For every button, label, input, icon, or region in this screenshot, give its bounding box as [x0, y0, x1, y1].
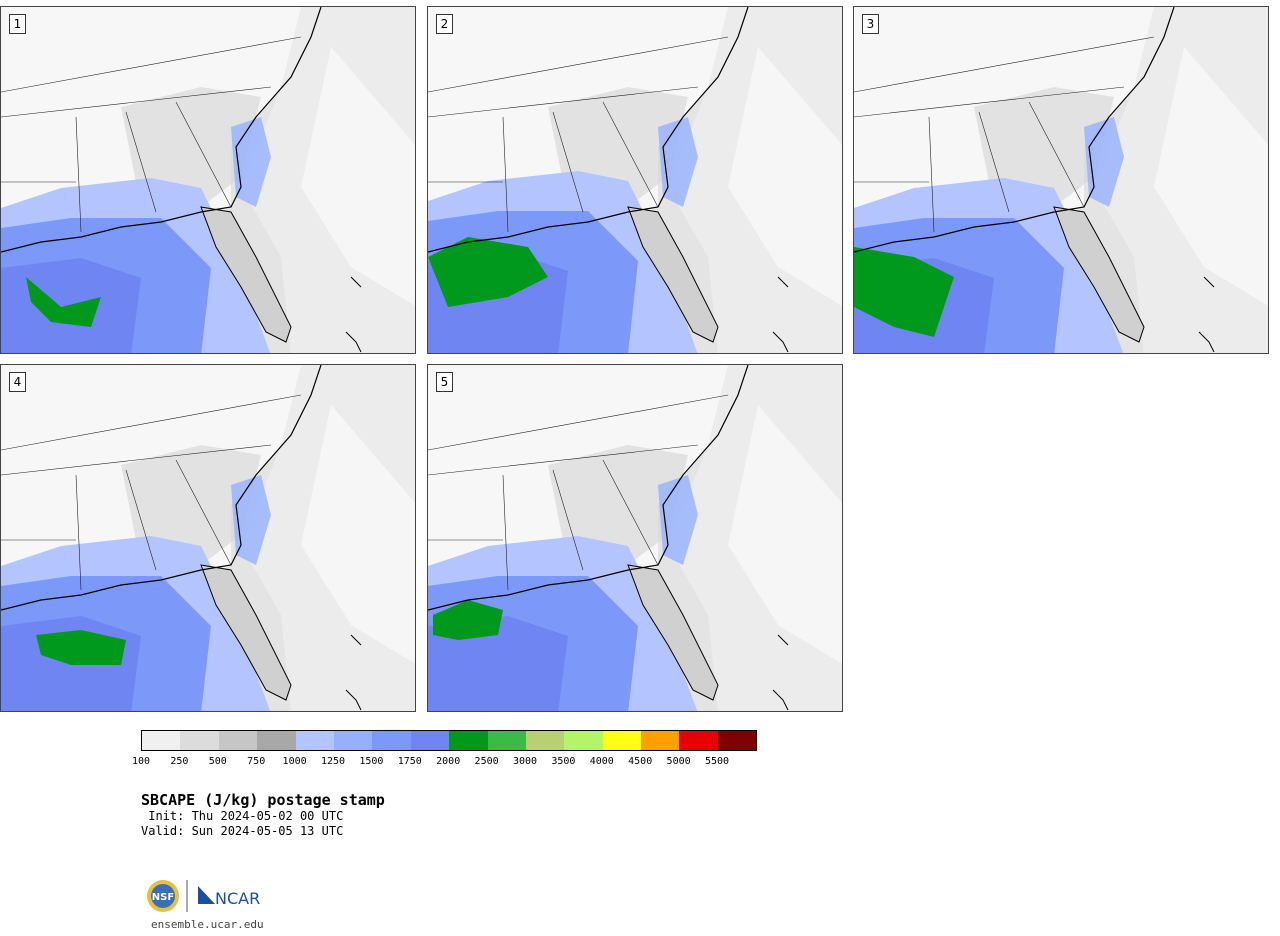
- colorbar-tick-label: 3500: [551, 756, 576, 767]
- colorbar-tick-label: 4000: [589, 756, 614, 767]
- colorbar-tick-label: 1250: [320, 756, 346, 767]
- colorbar-tick-label: 4500: [628, 756, 653, 767]
- colorbar-tick-label: 100: [131, 756, 151, 767]
- colorbar-tick-label: 2500: [474, 756, 499, 767]
- map-panel-1: 1: [0, 6, 416, 354]
- plot-title: SBCAPE (J/kg) postage stamp: [141, 791, 385, 809]
- panel-number: 5: [436, 372, 453, 392]
- colorbar-tick-label: 5500: [704, 756, 730, 767]
- map-panel-5: 5: [427, 364, 843, 712]
- map-canvas: [428, 7, 842, 353]
- nsf-ncar-logo: NSF NCAR: [145, 878, 275, 916]
- colorbar: [141, 730, 758, 751]
- colorbar-swatch: [641, 731, 680, 750]
- site-url: ensemble.ucar.edu: [151, 918, 264, 931]
- nsf-seal-icon: NSF: [147, 880, 179, 912]
- colorbar-tick-label: 2000: [436, 756, 461, 767]
- colorbar-swatch: [372, 731, 411, 750]
- colorbar-tick-label: 250: [170, 756, 189, 767]
- map-panel-4: 4: [0, 364, 416, 712]
- colorbar-swatch: [333, 731, 373, 750]
- map-panel-2: 2: [427, 6, 843, 354]
- colorbar-swatch: [602, 731, 642, 750]
- colorbar-tick-label: 1000: [282, 756, 307, 767]
- svg-text:NSF: NSF: [152, 892, 174, 903]
- colorbar-tick-label: 750: [247, 756, 266, 767]
- panel-number: 3: [862, 14, 879, 34]
- colorbar-swatch: [679, 731, 718, 750]
- init-time: Init: Thu 2024-05-02 00 UTC: [141, 809, 344, 823]
- colorbar-tick-label: 500: [208, 756, 227, 767]
- colorbar-tick-label: 3000: [512, 756, 538, 767]
- map-canvas: [1, 365, 415, 711]
- colorbar-tick-label: 5000: [666, 756, 691, 767]
- colorbar-tick-label: 1500: [359, 756, 384, 767]
- ncar-mark-icon: [198, 886, 215, 904]
- svg-text:NCAR: NCAR: [215, 889, 260, 908]
- valid-time: Valid: Sun 2024-05-05 13 UTC: [141, 824, 344, 838]
- map-canvas: [428, 365, 842, 711]
- map-panel-3: 3: [853, 6, 1269, 354]
- colorbar-swatch: [487, 731, 526, 750]
- panel-number: 2: [436, 14, 453, 34]
- colorbar-swatch: [218, 731, 258, 750]
- colorbar-swatch: [525, 731, 565, 750]
- colorbar-swatch: [142, 731, 181, 750]
- colorbar-tick-label: 1750: [397, 756, 422, 767]
- colorbar-swatch: [449, 731, 488, 750]
- colorbar-swatch: [717, 731, 757, 750]
- panel-number: 4: [9, 372, 26, 392]
- colorbar-swatch: [295, 731, 334, 750]
- colorbar-swatch: [180, 731, 219, 750]
- colorbar-swatch: [410, 731, 450, 750]
- panel-number: 1: [9, 14, 26, 34]
- colorbar-swatch: [257, 731, 296, 750]
- map-canvas: [854, 7, 1268, 353]
- colorbar-swatch: [564, 731, 603, 750]
- map-canvas: [1, 7, 415, 353]
- colorbar-tick-labels: 100 250 500 750 1000 1250 1500 1750 2000 2500 3000…: [132, 756, 781, 770]
